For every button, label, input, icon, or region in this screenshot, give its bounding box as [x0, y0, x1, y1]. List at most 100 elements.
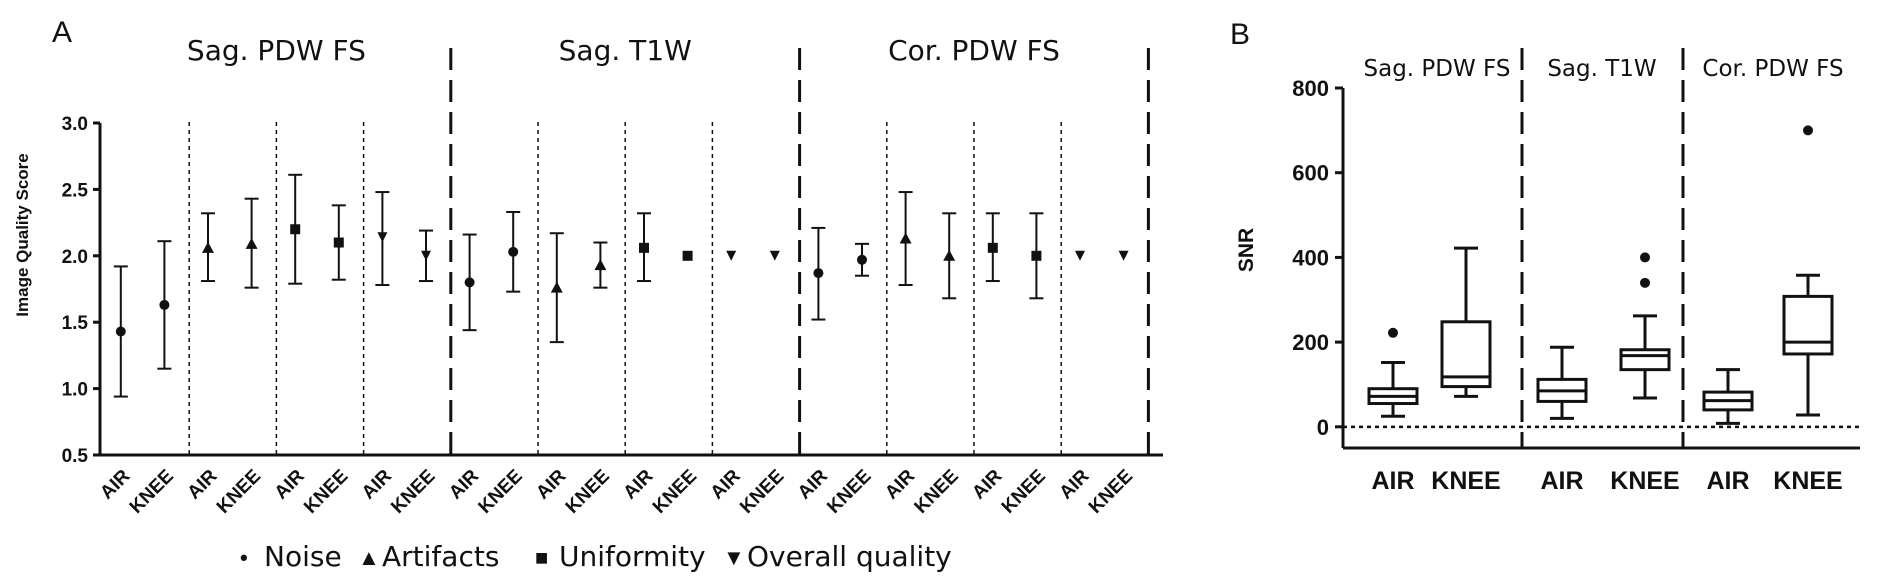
panel-b-x-tick-label: KNEE — [1773, 467, 1842, 495]
box-plot — [1619, 252, 1671, 400]
panel-a-x-tick-label: KNEE — [911, 466, 963, 518]
panel-a-x-tick-label: KNEE — [998, 466, 1050, 518]
overall-quality-marker — [1118, 250, 1129, 261]
outlier-point — [1640, 252, 1650, 263]
noise-marker — [115, 326, 126, 337]
panel-a-dividers — [188, 48, 1150, 455]
noise-marker — [464, 277, 475, 288]
panel-a-point — [1075, 250, 1085, 261]
panel-b-dividers — [1520, 48, 1685, 448]
panel-a-x-tick-label: AIR — [620, 465, 658, 503]
panel-a-point — [462, 233, 477, 332]
panel-a-y-axis-label: Image Quality Score — [13, 153, 32, 316]
noise-marker — [159, 299, 170, 310]
panel-a-y-tick-label: 1.5 — [62, 313, 89, 334]
outlier-point — [1640, 277, 1650, 288]
panel-a-point — [113, 265, 128, 398]
panel-a-x-tick-label: AIR — [184, 465, 222, 503]
panel-a-point — [682, 250, 693, 261]
panel-a-x-tick-label: KNEE — [475, 466, 527, 518]
panel-a: A Image Quality Score Sag. PDW FS Sag. T1… — [13, 16, 1163, 573]
panel-a-point — [769, 250, 780, 261]
panel-a-y-axis: 0.5 1.0 1.5 2.0 2.5 3.0 — [62, 114, 1163, 467]
panel-b-section-title: Sag. T1W — [1547, 56, 1656, 82]
panel-b-x-tick-label: AIR — [1371, 467, 1414, 495]
uniformity-marker — [682, 250, 693, 261]
panel-a-x-tick-label: AIR — [1056, 465, 1094, 503]
artifacts-marker — [594, 259, 607, 271]
panel-a-point — [157, 240, 172, 370]
panel-a-point — [811, 226, 826, 321]
panel-b-section-title: Cor. PDW FS — [1702, 56, 1843, 82]
panel-a-section-title: Sag. PDW FS — [187, 34, 366, 67]
panel-b-y-tick-label: 400 — [1292, 245, 1329, 270]
panel-a-y-tick-label: 3.0 — [62, 114, 88, 135]
panel-a-point — [593, 241, 608, 289]
panel-a-x-tick-label: AIR — [707, 465, 745, 503]
overall-quality-marker — [769, 250, 780, 261]
panel-b-x-tick-label: KNEE — [1431, 467, 1500, 495]
panel-a-point — [855, 242, 869, 277]
interquartile-box — [1619, 348, 1671, 372]
panel-a-point — [898, 191, 913, 287]
legend-marker-overall-quality: ▼ — [723, 545, 745, 570]
uniformity-marker — [987, 242, 998, 253]
artifacts-marker — [943, 249, 956, 261]
legend-item: ▼ Overall quality — [723, 540, 952, 573]
panel-a-x-tick-label: KNEE — [213, 466, 265, 518]
outlier-point — [1803, 125, 1813, 136]
panel-a-x-tick-label: AIR — [532, 465, 570, 503]
panel-a-x-tick-label: AIR — [358, 465, 396, 503]
panel-a-point — [201, 212, 215, 283]
interquartile-box — [1782, 294, 1834, 356]
panel-a-point — [1118, 250, 1129, 261]
panel-b-boxes — [1367, 125, 1834, 425]
panel-a-point — [331, 204, 346, 281]
panel-a-point — [726, 250, 737, 261]
legend-item: ■ Uniformity — [535, 540, 706, 573]
panel-a-section-titles: Sag. PDW FS Sag. T1W Cor. PDW FS — [187, 34, 1060, 67]
box-plot — [1440, 246, 1492, 398]
legend-label: Noise — [264, 540, 342, 573]
panel-b-y-tick-label: 600 — [1292, 161, 1329, 186]
panel-a-x-tick-label: KNEE — [562, 466, 614, 518]
legend-label: Uniformity — [559, 540, 706, 573]
legend-item: • Noise — [240, 540, 342, 573]
box-plot — [1782, 125, 1834, 417]
legend-marker-noise: • — [240, 545, 248, 570]
panel-a-x-tick-label: KNEE — [387, 466, 439, 518]
panel-b: B SNR Sag. PDW FS Sag. T1W Cor. PDW FS 0 20… — [1230, 18, 1860, 495]
panel-a-x-tick-label: KNEE — [649, 466, 701, 518]
panel-b-y-axis: 0 200 400 600 800 — [1292, 76, 1860, 450]
outlier-point — [1388, 327, 1398, 338]
panel-a-y-tick-label: 1.0 — [62, 380, 88, 401]
panel-a-x-tick-label: KNEE — [736, 466, 788, 518]
box-plot — [1702, 368, 1754, 425]
box-plot — [1536, 345, 1588, 420]
panel-b-section-titles: Sag. PDW FS Sag. T1W Cor. PDW FS — [1364, 56, 1844, 82]
panel-a-point — [244, 197, 259, 289]
artifacts-marker — [899, 232, 912, 244]
panel-b-y-tick-label: 200 — [1292, 330, 1329, 355]
panel-a-x-tick-label: AIR — [968, 465, 1006, 503]
panel-b-x-tick-label: KNEE — [1610, 467, 1679, 495]
legend-marker-uniformity: ■ — [535, 545, 548, 570]
panel-a-point — [985, 212, 1000, 283]
panel-a-section-title: Sag. T1W — [559, 34, 692, 67]
panel-a-x-tick-label: KNEE — [1085, 466, 1137, 518]
artifacts-marker — [202, 241, 214, 253]
panel-a-x-tick-label: KNEE — [823, 466, 875, 518]
overall-quality-marker — [421, 250, 431, 261]
panel-b-y-axis-label: SNR — [1235, 228, 1258, 272]
uniformity-marker — [1031, 250, 1042, 261]
uniformity-marker — [333, 237, 344, 248]
panel-a-point — [1029, 212, 1044, 300]
panel-b-x-tick-labels: AIR KNEE AIR KNEE AIR KNEE — [1371, 467, 1842, 495]
legend-item: ▲ Artifacts — [358, 540, 499, 573]
uniformity-marker — [639, 242, 649, 253]
panel-a-point — [637, 212, 651, 283]
overall-quality-marker — [1075, 250, 1085, 261]
uniformity-marker — [290, 224, 301, 235]
panel-b-section-title: Sag. PDW FS — [1364, 56, 1511, 82]
